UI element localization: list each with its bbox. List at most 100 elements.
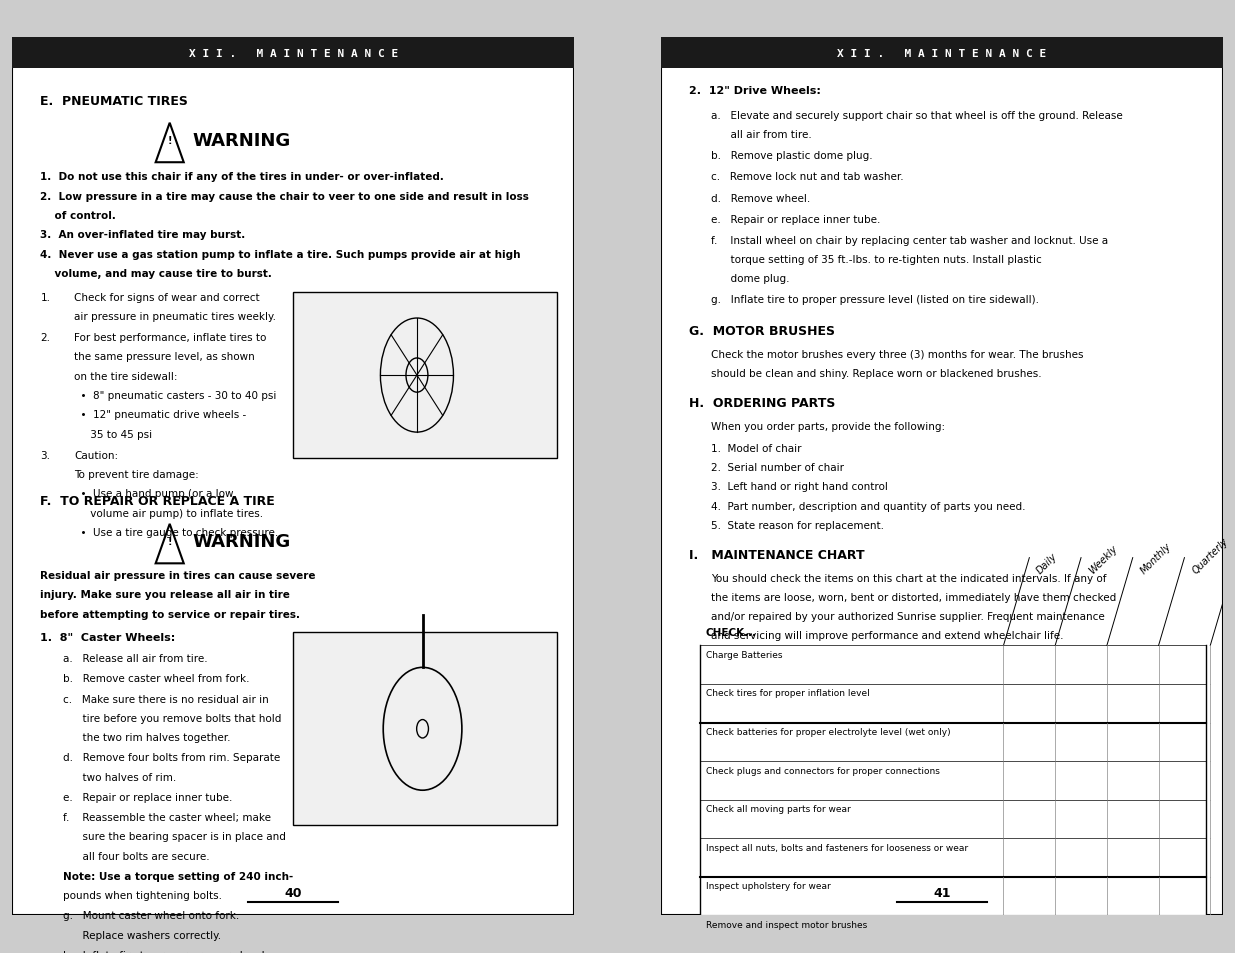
Text: Inspect upholstery for wear: Inspect upholstery for wear (705, 882, 830, 890)
Text: 2.: 2. (41, 333, 51, 343)
Text: 2.  Serial number of chair: 2. Serial number of chair (711, 462, 845, 473)
Text: You should check the items on this chart at the indicated intervals. If any of: You should check the items on this chart… (711, 573, 1107, 583)
Text: 40: 40 (284, 886, 303, 899)
Text: d.   Remove wheel.: d. Remove wheel. (711, 193, 810, 203)
Bar (700, 723, 1205, 761)
Text: sure the bearing spacer is in place and: sure the bearing spacer is in place and (63, 832, 285, 841)
Text: Check all moving parts for wear: Check all moving parts for wear (705, 804, 851, 814)
Text: Check batteries for proper electrolyte level (wet only): Check batteries for proper electrolyte l… (705, 727, 950, 737)
Text: 5.  State reason for replacement.: 5. State reason for replacement. (711, 520, 884, 530)
Text: 1.  Model of chair: 1. Model of chair (711, 443, 802, 454)
Text: before attempting to service or repair tires.: before attempting to service or repair t… (41, 609, 300, 618)
Text: Note: Use a torque setting of 240 inch-: Note: Use a torque setting of 240 inch- (63, 871, 293, 881)
Text: the items are loose, worn, bent or distorted, immediately have them checked: the items are loose, worn, bent or disto… (711, 592, 1116, 602)
Text: I.   MAINTENANCE CHART: I. MAINTENANCE CHART (689, 548, 864, 561)
Bar (700, 761, 1205, 800)
Text: 3.: 3. (41, 450, 51, 460)
Text: 41: 41 (932, 886, 951, 899)
Text: Caution:: Caution: (74, 450, 119, 460)
Text: f.    Reassemble the caster wheel; make: f. Reassemble the caster wheel; make (63, 812, 270, 822)
Text: and servicing will improve performance and extend wheelchair life.: and servicing will improve performance a… (711, 631, 1063, 640)
Text: Remove and inspect motor brushes: Remove and inspect motor brushes (705, 921, 867, 929)
Bar (700, 684, 1205, 723)
Text: and/or repaired by your authorized Sunrise supplier. Frequent maintenance: and/or repaired by your authorized Sunri… (711, 612, 1105, 621)
Text: Daily: Daily (1035, 551, 1060, 576)
Text: •  12" pneumatic drive wheels -: • 12" pneumatic drive wheels - (74, 410, 247, 420)
Text: volume air pump) to inflate tires.: volume air pump) to inflate tires. (74, 508, 263, 518)
Text: Replace washers correctly.: Replace washers correctly. (63, 930, 221, 940)
Bar (294, 293, 557, 459)
Bar (294, 633, 557, 825)
Text: volume, and may cause tire to burst.: volume, and may cause tire to burst. (41, 269, 273, 278)
Text: Quarterly: Quarterly (1191, 536, 1230, 576)
Text: Charge Batteries: Charge Batteries (705, 650, 782, 659)
Bar (12, 38, 574, 69)
Text: g.   Mount caster wheel onto fork.: g. Mount caster wheel onto fork. (63, 910, 240, 921)
Text: 3.  An over-inflated tire may burst.: 3. An over-inflated tire may burst. (41, 230, 246, 240)
Text: should be clean and shiny. Replace worn or blackened brushes.: should be clean and shiny. Replace worn … (711, 369, 1042, 378)
Bar (700, 800, 1205, 839)
Text: c.   Make sure there is no residual air in: c. Make sure there is no residual air in (63, 694, 269, 704)
Text: To prevent tire damage:: To prevent tire damage: (74, 470, 199, 479)
Text: 2.  12" Drive Wheels:: 2. 12" Drive Wheels: (689, 87, 821, 96)
Text: CHECK...: CHECK... (705, 627, 757, 637)
Text: G.  MOTOR BRUSHES: G. MOTOR BRUSHES (689, 325, 835, 337)
Text: X I I .   M A I N T E N A N C E: X I I . M A I N T E N A N C E (189, 49, 398, 58)
Text: Monthly: Monthly (1139, 541, 1173, 576)
Text: E.  PNEUMATIC TIRES: E. PNEUMATIC TIRES (41, 95, 188, 108)
Text: e.   Repair or replace inner tube.: e. Repair or replace inner tube. (711, 214, 881, 224)
Text: Inspect all nuts, bolts and fasteners for looseness or wear: Inspect all nuts, bolts and fasteners fo… (705, 843, 968, 852)
Text: X I I .   M A I N T E N A N C E: X I I . M A I N T E N A N C E (837, 49, 1046, 58)
Text: 2.  Low pressure in a tire may cause the chair to veer to one side and result in: 2. Low pressure in a tire may cause the … (41, 192, 530, 201)
Text: a.   Elevate and securely support chair so that wheel is off the ground. Release: a. Elevate and securely support chair so… (711, 111, 1123, 121)
Text: pounds when tightening bolts.: pounds when tightening bolts. (63, 890, 222, 901)
Text: When you order parts, provide the following:: When you order parts, provide the follow… (711, 421, 946, 432)
Text: F.  TO REPAIR OR REPLACE A TIRE: F. TO REPAIR OR REPLACE A TIRE (41, 494, 275, 507)
Text: the same pressure level, as shown: the same pressure level, as shown (74, 352, 254, 362)
Text: all four bolts are secure.: all four bolts are secure. (63, 851, 210, 861)
Text: H.  ORDERING PARTS: H. ORDERING PARTS (689, 396, 835, 410)
Text: 35 to 45 psi: 35 to 45 psi (74, 429, 152, 439)
Text: on the tire sidewall:: on the tire sidewall: (74, 372, 178, 381)
Bar (700, 646, 1205, 684)
Text: of control.: of control. (41, 211, 116, 221)
Text: Check tires for proper inflation level: Check tires for proper inflation level (705, 689, 869, 698)
Text: Check plugs and connectors for proper connections: Check plugs and connectors for proper co… (705, 766, 940, 775)
Text: tire before you remove bolts that hold: tire before you remove bolts that hold (63, 713, 282, 723)
Text: 1.: 1. (41, 293, 51, 302)
Text: b.   Remove caster wheel from fork.: b. Remove caster wheel from fork. (63, 674, 249, 683)
Text: c.   Remove lock nut and tab washer.: c. Remove lock nut and tab washer. (711, 172, 904, 182)
Text: the two rim halves together.: the two rim halves together. (63, 733, 231, 742)
Text: •  Use a hand pump (or a low: • Use a hand pump (or a low (74, 489, 233, 498)
Text: •  Use a tire gauge to check pressure.: • Use a tire gauge to check pressure. (74, 527, 278, 537)
Text: injury. Make sure you release all air in tire: injury. Make sure you release all air in… (41, 590, 290, 599)
Text: g.   Inflate tire to proper pressure level (listed on tire sidewall).: g. Inflate tire to proper pressure level… (711, 295, 1040, 305)
Text: 3.  Left hand or right hand control: 3. Left hand or right hand control (711, 482, 888, 492)
Text: e.   Repair or replace inner tube.: e. Repair or replace inner tube. (63, 792, 232, 802)
Text: b.   Remove plastic dome plug.: b. Remove plastic dome plug. (711, 152, 873, 161)
Text: f.    Install wheel on chair by replacing center tab washer and locknut. Use a: f. Install wheel on chair by replacing c… (711, 235, 1109, 245)
Text: •  8" pneumatic casters - 30 to 40 psi: • 8" pneumatic casters - 30 to 40 psi (74, 391, 277, 400)
Text: 4.  Part number, description and quantity of parts you need.: 4. Part number, description and quantity… (711, 501, 1026, 511)
Text: Residual air pressure in tires can cause severe: Residual air pressure in tires can cause… (41, 570, 316, 580)
Text: two halves of rim.: two halves of rim. (63, 772, 177, 782)
Text: all air from tire.: all air from tire. (711, 131, 813, 140)
Text: Weekly: Weekly (1087, 543, 1119, 576)
Bar (700, 877, 1205, 916)
Polygon shape (156, 124, 184, 163)
Text: air pressure in pneumatic tires weekly.: air pressure in pneumatic tires weekly. (74, 312, 277, 322)
Text: Check for signs of wear and correct: Check for signs of wear and correct (74, 293, 259, 302)
Text: a.   Release all air from tire.: a. Release all air from tire. (63, 654, 207, 663)
Text: 1.  Do not use this chair if any of the tires in under- or over-inflated.: 1. Do not use this chair if any of the t… (41, 172, 445, 182)
Text: h.   Inflate fire to proper pressure level.: h. Inflate fire to proper pressure level… (63, 950, 268, 953)
Text: 1.  8"  Caster Wheels:: 1. 8" Caster Wheels: (41, 633, 175, 642)
Text: d.   Remove four bolts from rim. Separate: d. Remove four bolts from rim. Separate (63, 753, 280, 762)
Polygon shape (156, 524, 184, 564)
Bar (700, 839, 1205, 877)
Text: torque setting of 35 ft.-lbs. to re-tighten nuts. Install plastic: torque setting of 35 ft.-lbs. to re-tigh… (711, 254, 1042, 265)
Text: 4.  Never use a gas station pump to inflate a tire. Such pumps provide air at hi: 4. Never use a gas station pump to infla… (41, 250, 521, 259)
Text: WARNING: WARNING (193, 533, 290, 551)
Text: !: ! (168, 537, 172, 547)
Bar (661, 38, 1223, 69)
Text: For best performance, inflate tires to: For best performance, inflate tires to (74, 333, 267, 343)
